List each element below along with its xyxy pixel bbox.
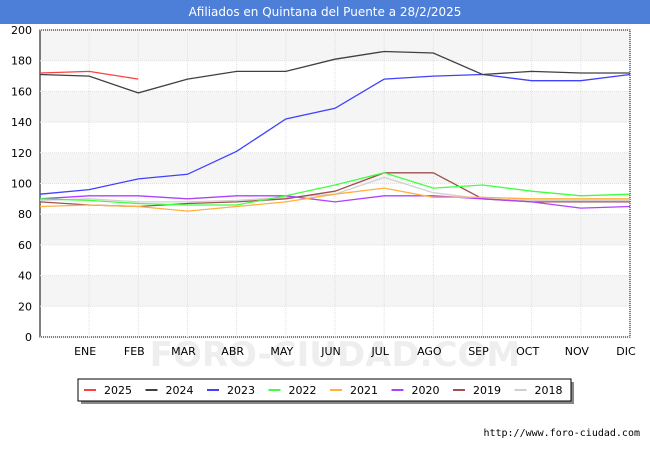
series-line-2023 [39, 73, 631, 195]
source-url: http://www.foro-ciudad.com [483, 428, 640, 439]
legend: 2025 2024 2023 2022 2021 2020 2019 2018 [77, 378, 574, 404]
x-tick-label: SEP [468, 345, 489, 358]
y-tick-label: 100 [11, 178, 32, 191]
legend-item-2019: 2019 [453, 384, 501, 397]
y-axis: 0 20 40 60 80 100 120 140 160 180 200 [11, 24, 32, 344]
x-axis: ENE FEB MAR ABR MAY JUN JUL AGO SEP OCT NOV DIC [74, 345, 636, 358]
x-tick-label: FEB [124, 345, 145, 358]
y-tick-label: 180 [11, 55, 32, 68]
x-tick-label: MAR [171, 345, 196, 358]
y-tick-label: 140 [11, 116, 32, 129]
y-tick-label: 160 [11, 85, 32, 98]
watermark-text: FORO-CIUDAD.COM [150, 335, 521, 375]
legend-item-2024: 2024 [145, 384, 194, 397]
legend-item-2025: 2025 [84, 384, 132, 397]
y-tick-label: 120 [11, 147, 32, 160]
series-line-2020 [39, 195, 631, 209]
legend-item-2023: 2023 [207, 384, 255, 397]
plot-band [40, 30, 630, 61]
legend-label: 2021 [350, 384, 378, 397]
plot-band [40, 122, 630, 153]
plot-band [40, 214, 630, 245]
x-tick-label: JUL [370, 345, 389, 358]
gridlines [40, 29, 631, 338]
legend-item-2022: 2022 [268, 384, 317, 397]
legend-box [77, 378, 572, 402]
x-tick-label: NOV [565, 345, 590, 358]
legend-label: 2024 [166, 384, 194, 397]
y-tick-label: 20 [18, 300, 32, 313]
y-tick-label: 40 [18, 270, 32, 283]
plot-band [40, 306, 630, 337]
y-tick-label: 200 [11, 24, 32, 37]
x-tick-label: ABR [221, 345, 244, 358]
series-line-2022 [39, 172, 631, 206]
y-tick-label: 0 [25, 331, 32, 344]
series-line-2025 [39, 70, 139, 80]
y-tick-label: 60 [18, 239, 32, 252]
legend-item-2021: 2021 [330, 384, 378, 397]
x-tick-label: AGO [417, 345, 442, 358]
x-tick-label: DIC [616, 345, 636, 358]
x-tick-label: MAY [270, 345, 293, 358]
legend-label: 2018 [535, 384, 563, 397]
legend-label: 2023 [227, 384, 255, 397]
x-tick-label: ENE [74, 345, 96, 358]
y-tick-label: 80 [18, 208, 32, 221]
legend-label: 2022 [289, 384, 317, 397]
legend-item-2020: 2020 [391, 384, 440, 397]
legend-label: 2020 [412, 384, 440, 397]
chart-title: Afiliados en Quintana del Puente a 28/2/… [0, 0, 650, 24]
series-line-2024 [39, 50, 630, 94]
series-line-2021 [39, 187, 630, 212]
x-tick-label: JUN [320, 345, 341, 358]
legend-label: 2019 [473, 384, 501, 397]
x-tick-label: OCT [516, 345, 539, 358]
series-lines [39, 50, 631, 212]
legend-item-2018: 2018 [514, 384, 563, 397]
legend-label: 2025 [104, 384, 132, 397]
